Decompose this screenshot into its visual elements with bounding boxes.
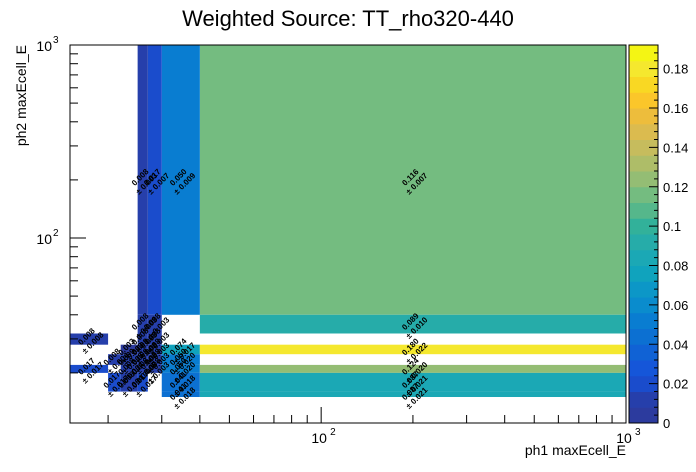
colorbar-segment <box>629 186 658 203</box>
heatmap-cell <box>199 364 626 373</box>
colorbar-segment <box>629 344 658 361</box>
heatmap-cell <box>147 364 162 373</box>
heatmap-cell <box>147 354 162 365</box>
y-tick-label: 10 <box>36 231 52 247</box>
heatmap-cell <box>120 364 138 373</box>
colorbar-segment <box>629 407 658 424</box>
heatmap-cell <box>120 354 138 365</box>
x-tick-exponent: 2 <box>330 427 336 438</box>
x-axis-label: ph1 maxEcell_E <box>525 442 626 458</box>
colorbar-tick-label: 0.16 <box>663 101 688 116</box>
heatmap-cell <box>199 372 626 392</box>
colorbar-segment <box>629 92 658 109</box>
heatmap-cell <box>120 344 138 355</box>
colorbar-segment <box>629 139 658 156</box>
heatmap-cell <box>161 344 200 355</box>
chart-title: Weighted Source: TT_rho320-440 <box>182 6 514 31</box>
plot-frame <box>69 44 627 424</box>
colorbar-segment <box>629 265 658 282</box>
colorbar-segment <box>629 123 658 140</box>
colorbar-tick-label: 0.02 <box>663 377 688 392</box>
heatmap-cell <box>137 333 148 345</box>
heatmap-cell <box>137 314 148 334</box>
colorbar-segment <box>629 312 658 329</box>
colorbar-segment <box>629 218 658 235</box>
colorbar-tick-label: 0.06 <box>663 298 688 313</box>
heatmap-cell <box>161 391 200 398</box>
heatmap-cell <box>120 372 138 392</box>
colorbar-segment <box>629 155 658 172</box>
heatmap-cell <box>137 354 148 365</box>
colorbar-tick-label: 0.04 <box>663 337 688 352</box>
colorbar-segment <box>629 391 658 408</box>
colorbar-segment <box>629 281 658 298</box>
heatmap-cell <box>70 333 109 345</box>
colorbar-segment <box>629 76 658 93</box>
colorbar-segment <box>629 202 658 219</box>
heatmap-cell <box>161 372 200 392</box>
heatmap-cell <box>161 364 200 373</box>
colorbar-segment <box>629 234 658 251</box>
colorbar-tick-label: 0.12 <box>663 180 688 195</box>
colorbar-segment <box>629 171 658 188</box>
colorbar-segment <box>629 45 658 62</box>
heatmap-cells <box>70 45 626 398</box>
heatmap-cell <box>108 372 121 392</box>
heatmap-cell <box>161 45 200 315</box>
heatmap-cell <box>147 45 162 315</box>
heatmap-cell <box>199 344 626 355</box>
y-tick-label: 10 <box>36 38 52 54</box>
colorbar-tick-label: 0.14 <box>663 140 688 155</box>
colorbar: 0 0.02 0.04 0.06 0.08 0.1 0.12 0.14 0.16 0.18 <box>628 44 688 431</box>
heatmap-cell <box>137 344 148 355</box>
colorbar-segment <box>629 360 658 377</box>
colorbar-tick-label: 0.1 <box>663 219 681 234</box>
heatmap-cell <box>137 364 148 373</box>
heatmap-cell <box>161 354 200 365</box>
x-tick-label: 10 <box>616 430 632 446</box>
cell-label: 0.008± 0.008 <box>76 326 106 356</box>
colorbar-segment <box>629 60 658 77</box>
colorbar-segment <box>629 297 658 314</box>
heatmap-cell <box>137 45 148 315</box>
axes: 10 2 10 310 210 3 <box>36 35 641 446</box>
heatmap-cell <box>137 372 148 392</box>
x-tick-label: 10 <box>311 430 327 446</box>
colorbar-segment <box>629 375 658 392</box>
colorbar-segment <box>629 108 658 125</box>
colorbar-tick-label: 0 <box>663 416 670 431</box>
y-tick-exponent: 2 <box>53 228 59 239</box>
y-tick-exponent: 3 <box>53 35 59 46</box>
colorbar-tick-label: 0.18 <box>663 62 688 77</box>
heatmap-cell <box>199 314 626 334</box>
x-tick-exponent: 3 <box>635 427 641 438</box>
heatmap-cell <box>147 314 162 334</box>
heatmap-cell <box>70 364 109 373</box>
colorbar-segment <box>629 328 658 345</box>
heatmap-cell <box>199 391 626 398</box>
heatmap-cell <box>147 344 162 355</box>
cell-label: 0.017± 0.017 <box>76 356 106 386</box>
colorbar-tick-label: 0.08 <box>663 259 688 274</box>
y-axis-label: ph2 maxEcell_E <box>13 45 29 146</box>
heatmap-cell <box>147 333 162 345</box>
heatmap-cell <box>108 354 121 365</box>
heatmap-cell <box>199 45 626 315</box>
colorbar-segment <box>629 249 658 266</box>
